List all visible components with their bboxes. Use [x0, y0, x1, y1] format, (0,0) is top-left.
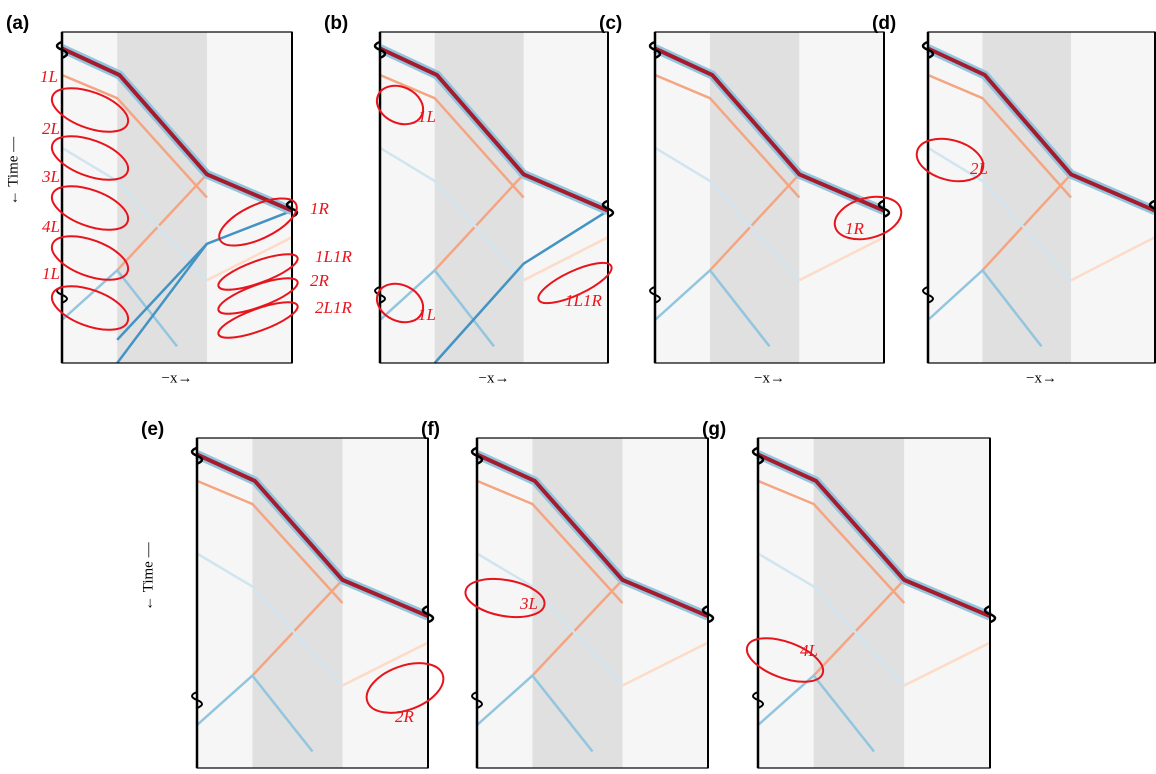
annotation: 4L [800, 641, 818, 660]
annotation: 1R [845, 219, 865, 238]
annotation: 1L [42, 264, 60, 283]
x-axis-label: −x→ [479, 370, 510, 386]
annotation: 2L1R [315, 298, 352, 317]
panel [923, 32, 1156, 363]
panel [375, 32, 613, 363]
panel-label: (b) [324, 13, 348, 34]
panel [650, 32, 889, 363]
annotation: 1L [418, 305, 436, 324]
annotation: 3L [519, 594, 538, 613]
x-axis-label: −x→ [1026, 370, 1057, 386]
panel-label: (f) [421, 419, 440, 440]
y-axis-label: ← Time — [5, 136, 21, 205]
panel-label: (d) [872, 13, 896, 34]
annotation: 1R [310, 199, 330, 218]
figure: (a)−x→← Time —1L2L3L4L1L1R1L1R2R2L1R(b)−… [0, 0, 1156, 774]
annotation: 1L1R [315, 247, 352, 266]
panel-label: (c) [599, 13, 622, 34]
panel [472, 438, 713, 768]
annotation: 1L [418, 107, 436, 126]
annotation: 3L [41, 167, 60, 186]
panel [57, 32, 297, 363]
panel [753, 438, 995, 768]
panel-label: (g) [702, 419, 726, 440]
annotation: 1L [40, 67, 58, 86]
annotation: 2L [42, 119, 60, 138]
annotation: 4L [42, 217, 60, 236]
annotation: 2R [310, 271, 330, 290]
y-axis-label: ← Time — [140, 541, 156, 610]
panel-label: (a) [6, 13, 29, 34]
annotation: 1L1R [565, 291, 602, 310]
x-axis-label: −x→ [754, 370, 785, 386]
x-axis-label: −x→ [162, 370, 193, 386]
panel-label: (e) [141, 419, 164, 440]
annotation: 2L [970, 159, 988, 178]
annotation: 2R [395, 707, 415, 726]
